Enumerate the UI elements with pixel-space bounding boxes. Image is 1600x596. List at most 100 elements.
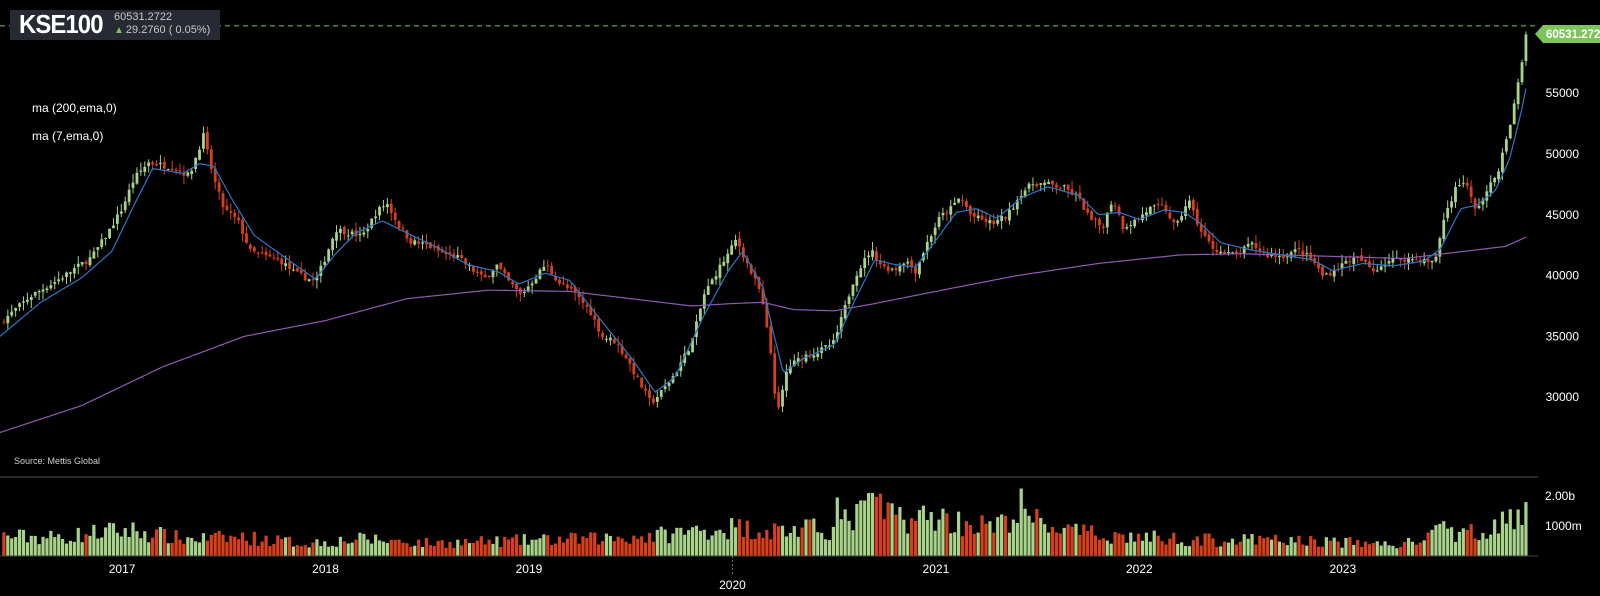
volume-bar <box>295 545 299 556</box>
volume-bar <box>1383 541 1387 556</box>
candle-body <box>652 398 655 403</box>
candle-body <box>1426 259 1430 263</box>
volume-bar <box>1035 509 1039 556</box>
candle-body <box>1516 82 1520 105</box>
volume-bar <box>1414 544 1418 556</box>
volume-bar <box>1336 541 1340 556</box>
volume-bar <box>80 542 84 556</box>
candle-body <box>209 149 213 170</box>
candle-body <box>890 268 894 270</box>
candle-body <box>1301 250 1305 256</box>
volume-bar <box>131 522 135 556</box>
candle-body <box>608 337 612 341</box>
volume-bar <box>886 502 890 556</box>
volume-bar <box>244 540 249 556</box>
candle-body <box>119 211 123 214</box>
volume-bar <box>1313 539 1317 556</box>
candle-body <box>194 157 198 169</box>
candle-body <box>871 250 874 257</box>
candle-body <box>1434 256 1438 262</box>
candle-body <box>315 276 319 281</box>
candle-body <box>1391 258 1395 263</box>
candle-body <box>358 233 362 236</box>
ema-7-line <box>0 88 1527 393</box>
candle-body <box>170 168 174 171</box>
candle-body <box>511 281 514 285</box>
candle-body <box>988 220 992 224</box>
candle-body <box>382 206 385 208</box>
candle-body <box>1454 186 1457 203</box>
study-label-ema7[interactable]: ma (7,ema,0) <box>32 129 104 143</box>
candle-body <box>1411 259 1414 261</box>
candle-body <box>1278 255 1281 257</box>
candle-body <box>835 332 839 340</box>
candle-body <box>792 360 796 366</box>
candle-body <box>526 286 530 292</box>
candle-body <box>1023 190 1027 198</box>
volume-bar <box>733 527 738 556</box>
candle-body <box>104 238 108 240</box>
candle-body <box>918 262 921 275</box>
volume-bar <box>276 535 280 556</box>
candle-body <box>882 264 886 267</box>
candle-body <box>456 255 460 258</box>
candle-body <box>796 358 800 363</box>
candle-body <box>1168 212 1172 219</box>
volume-bar <box>593 532 597 556</box>
candle-body <box>260 252 264 254</box>
volume-bar <box>401 542 405 556</box>
volume-bar <box>777 526 781 556</box>
candle-body <box>417 241 421 244</box>
volume-bar <box>917 510 922 556</box>
volume-bar <box>604 533 609 556</box>
ema-200-line <box>0 236 1527 434</box>
candle-body <box>824 345 827 347</box>
volume-bar <box>33 535 37 556</box>
volume-bar <box>10 538 14 556</box>
candle-body <box>581 297 585 304</box>
volume-bar <box>1379 545 1383 556</box>
candle-body <box>190 170 194 175</box>
volume-bar <box>992 532 996 556</box>
volume-bar <box>984 523 988 556</box>
volume-bar <box>925 519 929 556</box>
volume-bar <box>518 545 522 556</box>
volume-bar <box>1105 540 1109 556</box>
volume-bar <box>1410 541 1415 556</box>
volume-bar <box>291 546 296 556</box>
volume-bar <box>1277 541 1282 556</box>
candle-body <box>1477 205 1481 208</box>
volume-bar <box>1152 530 1156 556</box>
volume-bar <box>675 527 679 556</box>
candle-body <box>996 219 1000 224</box>
volume-bar <box>663 529 667 556</box>
volume-bar <box>436 540 440 556</box>
candle-body <box>687 351 691 356</box>
volume-bar <box>538 538 542 556</box>
volume-bar <box>968 525 972 556</box>
volume-bar <box>647 532 652 556</box>
candle-body <box>886 266 890 271</box>
volume-bar <box>643 542 648 556</box>
volume-bar <box>1270 539 1274 556</box>
volume-bar <box>671 533 675 556</box>
candle-body <box>174 169 178 171</box>
price-tick-label: 30000 <box>1546 390 1580 404</box>
volume-bar <box>299 546 303 556</box>
last-price-flag-label: 60531.272 <box>1546 29 1600 41</box>
candle-body <box>1051 180 1054 185</box>
candle-body <box>1332 270 1336 277</box>
volume-bar <box>640 536 644 556</box>
study-label-ema200[interactable]: ma (200,ema,0) <box>32 101 117 115</box>
volume-bar <box>260 541 264 556</box>
volume-bar <box>1207 533 1211 556</box>
volume-bar <box>1430 529 1434 556</box>
volume-bar <box>796 536 800 556</box>
volume-bar <box>1477 540 1481 556</box>
candle-body <box>765 303 769 328</box>
volume-bar <box>150 537 155 556</box>
volume-bar <box>2 532 6 556</box>
volume-bar <box>1148 541 1152 556</box>
candle-body <box>1086 208 1090 213</box>
